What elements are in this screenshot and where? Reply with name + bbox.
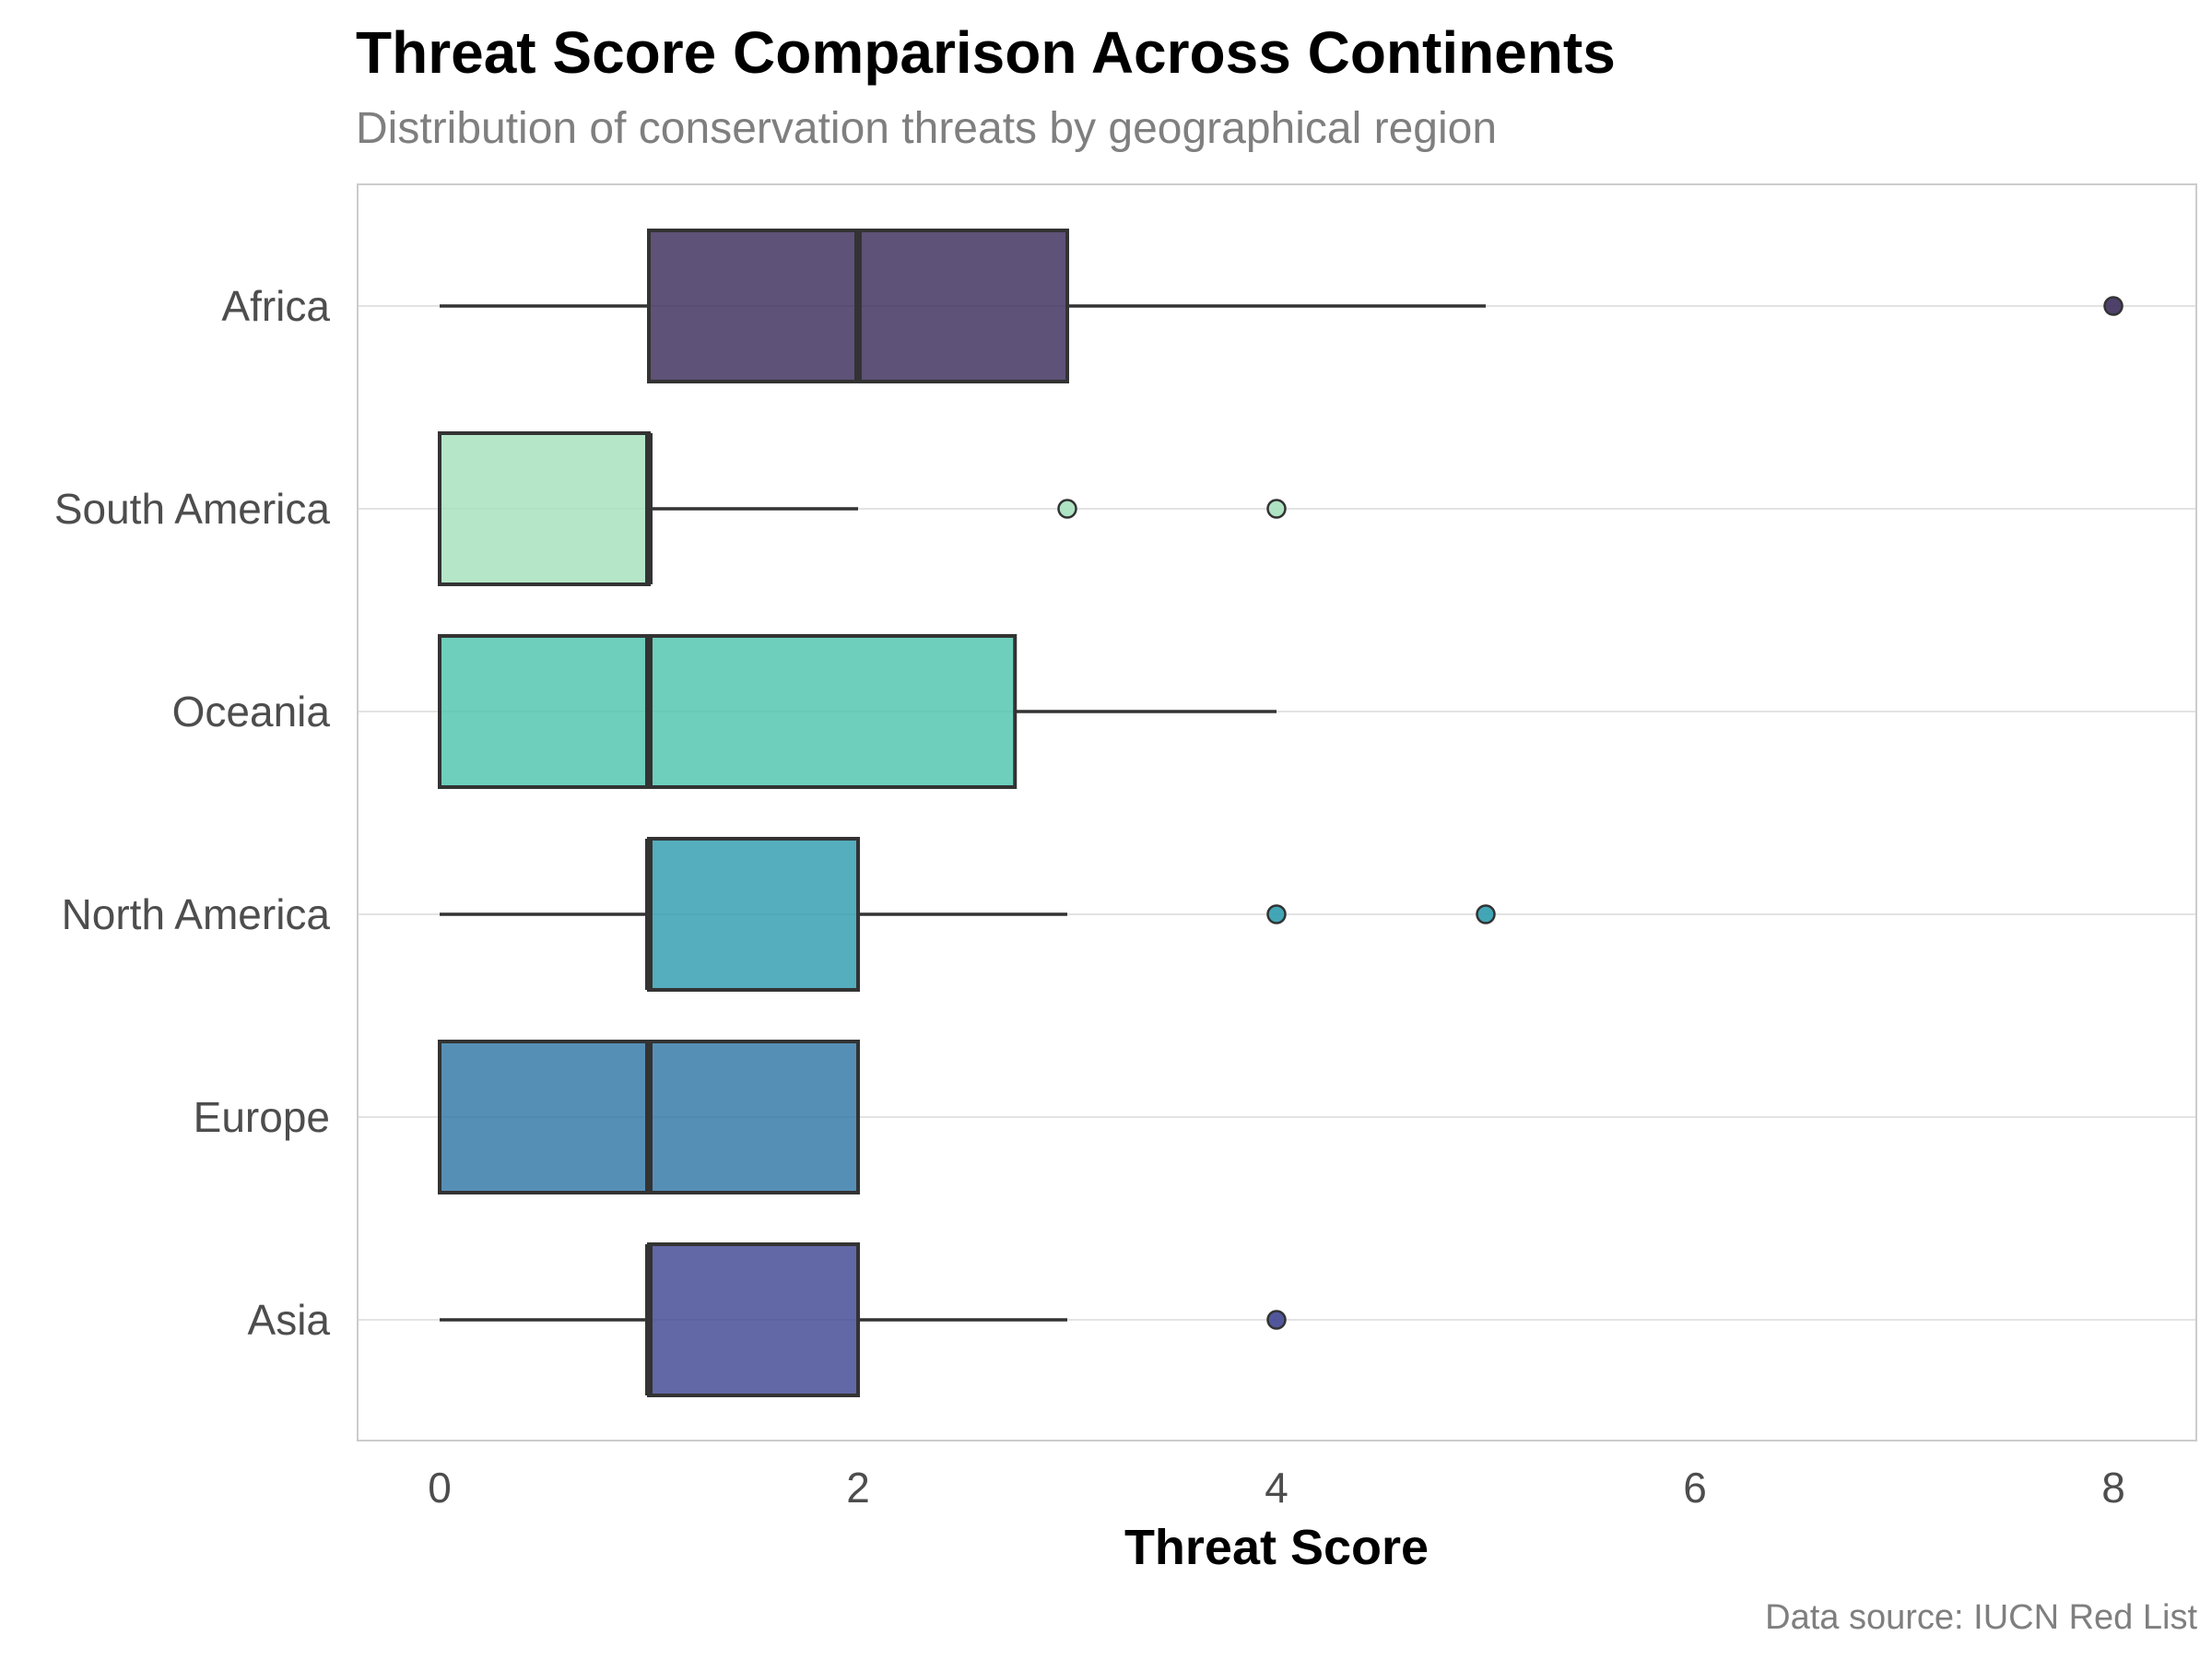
outlier-africa-1 (2103, 296, 2124, 316)
x-axis-tick-labels: 0 2 4 6 8 (428, 1464, 2125, 1512)
outlier-asia-1 (1266, 1310, 1287, 1330)
outlier-north-america-2 (1476, 904, 1496, 924)
y-tick-label-africa: Africa (221, 282, 330, 330)
x-tick-label-4: 4 (1265, 1464, 1288, 1512)
box-layer (438, 229, 2124, 1397)
box-asia (647, 1242, 860, 1397)
outlier-south-america-1 (1057, 499, 1077, 519)
plot-panel-border (357, 183, 2197, 1441)
x-axis-title: Threat Score (1124, 1520, 1429, 1575)
chart-title: Threat Score Comparison Across Continent… (356, 19, 1616, 86)
box-oceania (438, 634, 1018, 789)
y-axis-tick-labels: Africa South America Oceania North America E… (54, 282, 331, 1344)
y-tick-label-north-america: North America (62, 890, 331, 938)
x-tick-label-8: 8 (2101, 1464, 2125, 1512)
x-tick-label-2: 2 (846, 1464, 870, 1512)
y-tick-label-oceania: Oceania (172, 688, 331, 735)
outlier-south-america-2 (1266, 499, 1287, 519)
outlier-north-america-1 (1266, 904, 1287, 924)
x-tick-label-0: 0 (428, 1464, 452, 1512)
chart-caption: Data source: IUCN Red List (1765, 1598, 2197, 1637)
box-north-america (647, 837, 860, 992)
box-south-america (438, 431, 651, 586)
y-tick-label-south-america: South America (54, 485, 331, 533)
chart-subtitle: Distribution of conservation threats by … (356, 104, 1498, 153)
y-tick-label-asia: Asia (248, 1296, 331, 1344)
x-tick-label-6: 6 (1683, 1464, 1707, 1512)
y-tick-label-europe: Europe (194, 1093, 330, 1141)
